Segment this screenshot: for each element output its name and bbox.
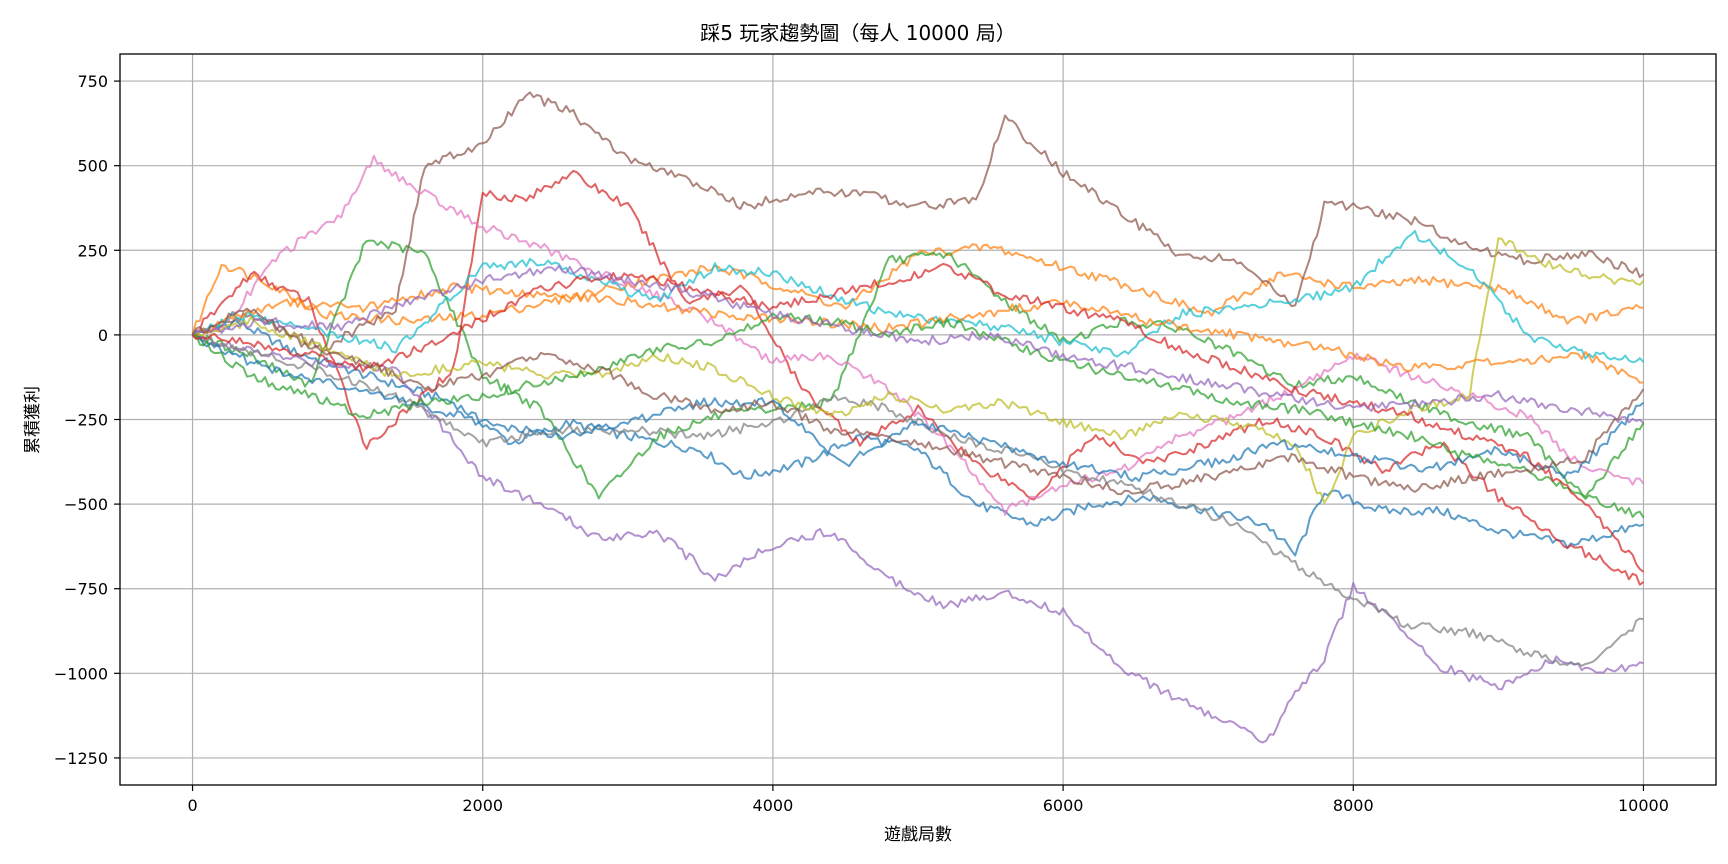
- series-line: [191, 154, 1645, 516]
- series-line: [191, 229, 1645, 364]
- series-line: [191, 243, 1644, 336]
- series-line: [192, 331, 1644, 744]
- plot-lines: [191, 91, 1645, 744]
- x-tick-label: 0: [187, 796, 197, 815]
- series-line: [191, 264, 1645, 424]
- y-tick-label: 250: [77, 241, 108, 260]
- x-axis-label: 遊戲局數: [884, 825, 952, 845]
- y-tick-label: −500: [64, 495, 108, 514]
- chart-title: 踩5 玩家趨勢圖（每人 10000 局）: [700, 21, 1015, 45]
- grid: [120, 54, 1716, 785]
- series-line: [191, 334, 1645, 483]
- series-line: [191, 262, 1645, 573]
- y-tick-label: −1250: [54, 749, 108, 768]
- series-line: [192, 237, 1645, 504]
- x-tick-label: 6000: [1043, 796, 1084, 815]
- y-tick-label: 500: [77, 157, 108, 176]
- y-tick-label: −250: [64, 411, 108, 430]
- y-axis: 750 500 250 0 −250 −500 −750 −1000 −1250: [54, 72, 120, 768]
- y-tick-label: 0: [98, 326, 108, 345]
- x-tick-label: 4000: [753, 796, 794, 815]
- y-tick-label: −1000: [54, 664, 108, 683]
- x-tick-label: 8000: [1333, 796, 1374, 815]
- series-line: [192, 239, 1645, 500]
- series-line: [192, 91, 1645, 352]
- x-tick-label: 10000: [1618, 796, 1669, 815]
- series-line: [192, 312, 1645, 519]
- x-axis: 0 2000 4000 6000 8000 10000: [187, 785, 1669, 815]
- y-tick-label: −750: [64, 580, 108, 599]
- y-axis-label: 累積獲利: [23, 386, 43, 454]
- y-tick-label: 750: [77, 72, 108, 91]
- series-line: [191, 319, 1644, 557]
- series-line: [192, 282, 1644, 384]
- series-line: [191, 307, 1645, 496]
- x-tick-label: 2000: [462, 796, 503, 815]
- series-line: [191, 334, 1644, 667]
